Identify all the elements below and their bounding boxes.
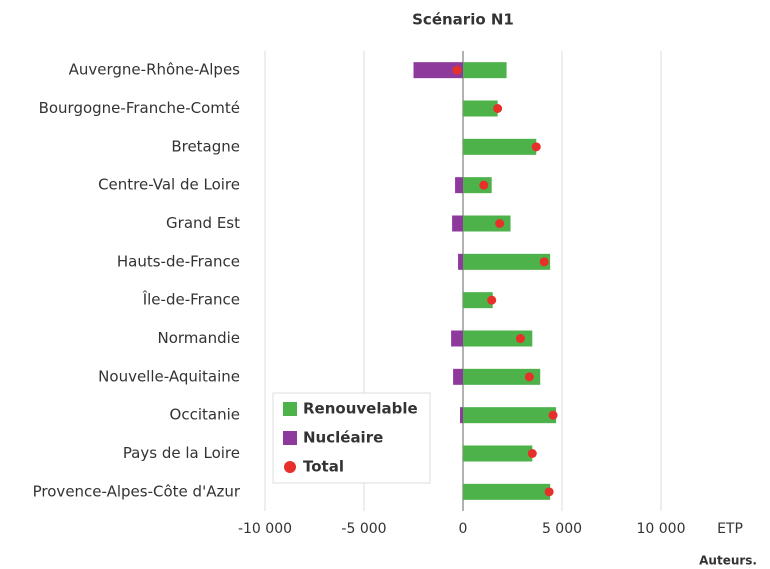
y-tick-label: Hauts-de-France	[117, 252, 240, 270]
x-tick-label: -5 000	[341, 521, 386, 537]
chart-title: Scénario N1	[412, 11, 514, 29]
bar	[452, 215, 463, 232]
total-dot	[495, 219, 505, 228]
total-dot	[548, 410, 558, 420]
y-tick-label: Pays de la Loire	[123, 444, 240, 462]
bar	[463, 407, 557, 424]
bar	[463, 368, 541, 385]
y-tick-label: Bretagne	[171, 137, 240, 155]
bar	[463, 62, 507, 79]
y-tick-label: Île-de-France	[142, 290, 240, 309]
total-dot	[493, 104, 503, 113]
legend-swatch	[283, 402, 297, 416]
legend-label: Renouvelable	[303, 400, 418, 418]
y-tick-label: Auvergne-Rhône-Alpes	[69, 61, 241, 79]
y-tick-label: Provence-Alpes-Côte d'Azur	[33, 482, 241, 500]
legend-label: Total	[303, 458, 344, 476]
legend-swatch	[284, 461, 296, 473]
legend: Renouvelable Nucléaire Total	[272, 392, 431, 484]
bar	[451, 330, 463, 347]
total-dot	[527, 449, 537, 458]
legend-label: Nucléaire	[303, 429, 383, 447]
y-tick-label: Centre-Val de Loire	[98, 176, 240, 194]
total-dot	[544, 487, 554, 497]
bar	[453, 368, 463, 385]
source: Auteurs.	[699, 554, 757, 568]
total-dot	[524, 372, 534, 382]
total-dot	[515, 334, 525, 343]
bar	[463, 483, 551, 500]
x-tick-label: -10 000	[238, 521, 292, 537]
bar	[463, 100, 498, 117]
y-tick-label: Grand Est	[166, 214, 240, 232]
bar	[413, 62, 463, 79]
legend-swatch	[283, 431, 297, 445]
total-dot	[479, 180, 489, 190]
x-tick-label: 10 000	[637, 521, 686, 537]
x-tick-label: 5 000	[542, 521, 582, 537]
bar	[463, 292, 493, 309]
bar	[458, 253, 463, 270]
y-tick-label: Bourgogne-Franche-Comté	[39, 99, 240, 117]
x-axis-label: ETP	[717, 521, 743, 537]
bar	[460, 407, 463, 424]
bar	[463, 445, 533, 462]
y-tick-label: Normandie	[157, 329, 240, 347]
legend-box	[272, 392, 431, 484]
bar	[463, 330, 533, 347]
y-tick-label: Occitanie	[170, 406, 240, 424]
bar	[455, 177, 463, 194]
total-dot	[531, 142, 541, 152]
x-tick-label: 0	[459, 521, 468, 537]
y-tick-label: Nouvelle-Aquitaine	[98, 367, 240, 385]
total-dot	[487, 295, 497, 305]
total-dot	[539, 257, 549, 267]
total-dot	[452, 65, 462, 75]
bar	[463, 253, 551, 270]
bar	[463, 138, 537, 155]
